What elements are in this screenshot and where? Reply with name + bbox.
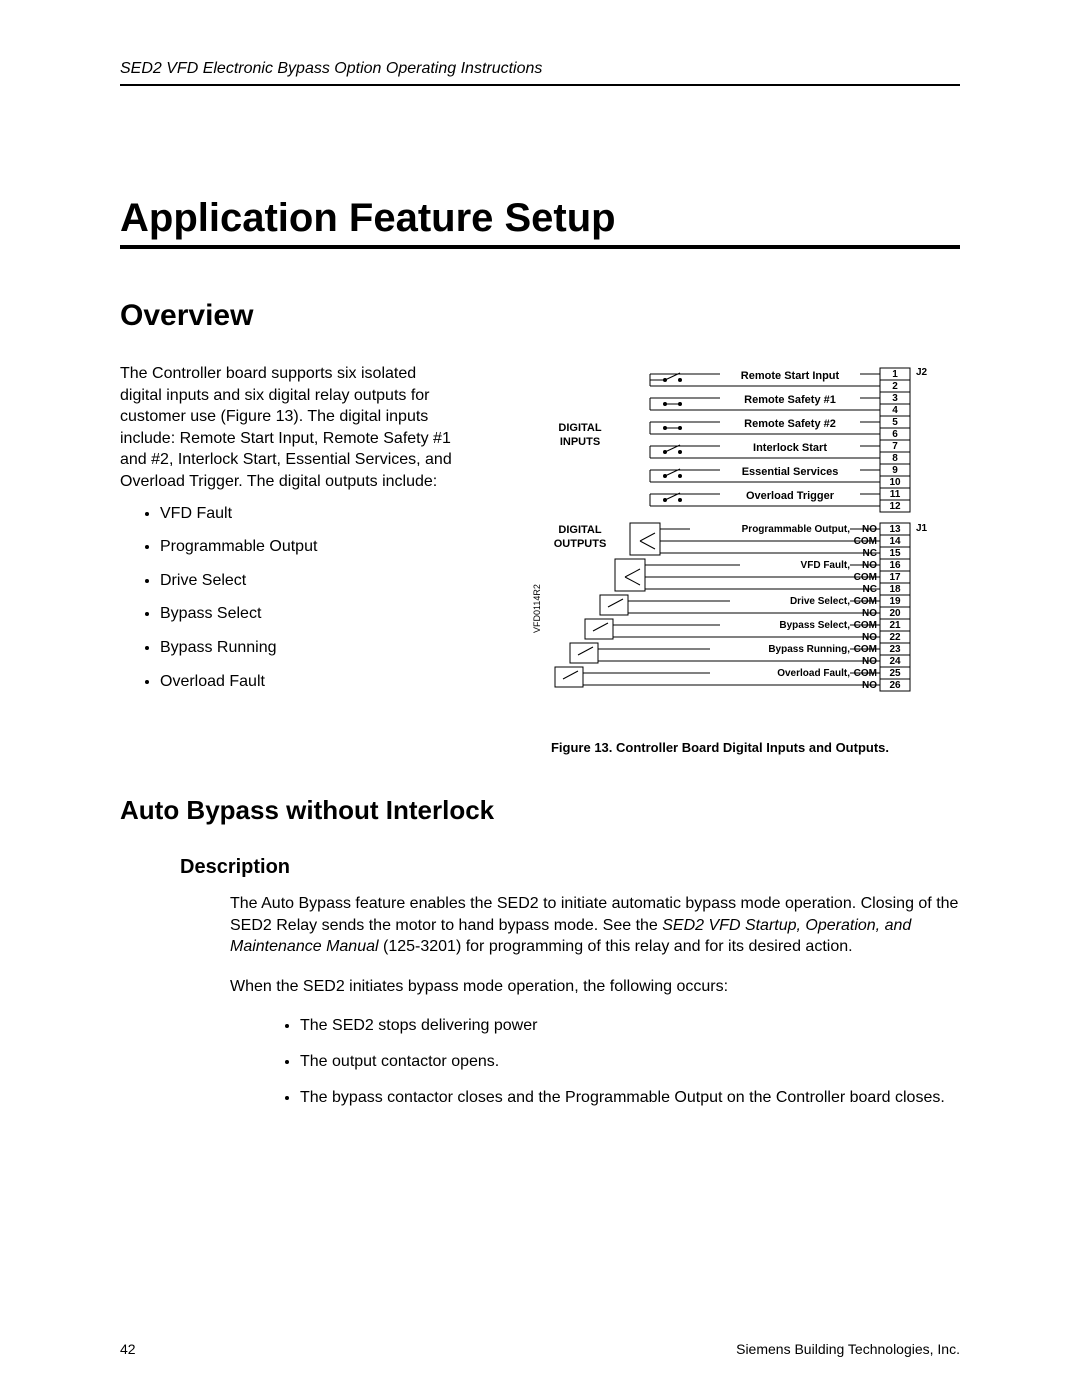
svg-text:Bypass Select,: Bypass Select, <box>779 620 850 631</box>
svg-text:INPUTS: INPUTS <box>560 436 600 448</box>
svg-text:4: 4 <box>892 405 898 416</box>
svg-text:Programmable Output,: Programmable Output, <box>742 524 851 535</box>
svg-text:13: 13 <box>889 524 901 535</box>
svg-text:COM: COM <box>854 536 877 547</box>
svg-text:COM: COM <box>854 668 877 679</box>
list-item: VFD Fault <box>160 503 460 525</box>
svg-text:16: 16 <box>889 560 901 571</box>
figure-caption: Figure 13. Controller Board Digital Inpu… <box>480 740 960 755</box>
svg-text:20: 20 <box>889 608 901 619</box>
svg-text:Interlock Start: Interlock Start <box>753 442 827 454</box>
auto-bypass-para-2: When the SED2 initiates bypass mode oper… <box>230 976 960 998</box>
svg-text:Drive Select,: Drive Select, <box>790 596 850 607</box>
svg-text:VFD0114R2: VFD0114R2 <box>532 584 542 633</box>
svg-text:COM: COM <box>854 644 877 655</box>
list-item: The bypass contactor closes and the Prog… <box>300 1087 960 1109</box>
svg-text:2: 2 <box>892 381 898 392</box>
svg-text:18: 18 <box>889 584 901 595</box>
svg-text:21: 21 <box>889 620 901 631</box>
svg-text:7: 7 <box>892 441 898 452</box>
auto-bypass-para-1: The Auto Bypass feature enables the SED2… <box>230 893 960 958</box>
svg-text:12: 12 <box>889 501 901 512</box>
list-item: The output contactor opens. <box>300 1051 960 1073</box>
svg-text:NO: NO <box>862 680 877 691</box>
page-footer: 42 Siemens Building Technologies, Inc. <box>120 1341 960 1357</box>
svg-text:Overload Trigger: Overload Trigger <box>746 490 835 502</box>
page-number: 42 <box>120 1341 136 1357</box>
svg-text:26: 26 <box>889 680 901 691</box>
list-item: Drive Select <box>160 570 460 592</box>
list-item: Overload Fault <box>160 671 460 693</box>
auto-bypass-heading: Auto Bypass without Interlock <box>120 795 960 826</box>
svg-text:NO: NO <box>862 560 877 571</box>
list-item: Bypass Select <box>160 603 460 625</box>
svg-text:COM: COM <box>854 596 877 607</box>
svg-text:24: 24 <box>889 656 901 667</box>
list-item: Bypass Running <box>160 637 460 659</box>
figure-column: 12 34 56 78 910 1112 1314 1516 1718 1920… <box>480 363 960 755</box>
svg-text:25: 25 <box>889 668 901 679</box>
page-title: Application Feature Setup <box>120 196 960 249</box>
svg-text:10: 10 <box>889 477 901 488</box>
svg-text:DIGITAL: DIGITAL <box>558 524 601 536</box>
svg-text:J2: J2 <box>916 367 928 378</box>
controller-diagram-svg: 12 34 56 78 910 1112 1314 1516 1718 1920… <box>480 363 940 723</box>
svg-text:22: 22 <box>889 632 901 643</box>
svg-text:5: 5 <box>892 417 898 428</box>
overview-paragraph: The Controller board supports six isolat… <box>120 363 460 493</box>
svg-text:6: 6 <box>892 429 898 440</box>
svg-text:Remote Safety #2: Remote Safety #2 <box>744 418 836 430</box>
svg-text:23: 23 <box>889 644 901 655</box>
text-span: (125-3201) for programming of this relay… <box>379 938 853 955</box>
svg-text:DIGITAL: DIGITAL <box>558 422 601 434</box>
svg-text:NO: NO <box>862 656 877 667</box>
svg-text:Bypass Running,: Bypass Running, <box>768 644 850 655</box>
overview-row: The Controller board supports six isolat… <box>120 363 960 755</box>
svg-text:1: 1 <box>892 369 898 380</box>
svg-text:Essential Services: Essential Services <box>742 466 839 478</box>
svg-text:COM: COM <box>854 620 877 631</box>
svg-text:COM: COM <box>854 572 877 583</box>
auto-bypass-bullet-list: The SED2 stops delivering power The outp… <box>230 1015 960 1108</box>
running-header: SED2 VFD Electronic Bypass Option Operat… <box>120 60 960 78</box>
svg-text:17: 17 <box>889 572 901 583</box>
svg-text:8: 8 <box>892 453 898 464</box>
header-rule <box>120 84 960 86</box>
svg-text:15: 15 <box>889 548 901 559</box>
svg-text:11: 11 <box>890 489 901 500</box>
svg-text:Overload Fault,: Overload Fault, <box>777 668 850 679</box>
svg-text:14: 14 <box>889 536 901 547</box>
list-item: Programmable Output <box>160 536 460 558</box>
svg-text:3: 3 <box>892 393 898 404</box>
svg-text:9: 9 <box>892 465 898 476</box>
overview-text-column: The Controller board supports six isolat… <box>120 363 460 755</box>
description-heading: Description <box>180 856 960 879</box>
company-name: Siemens Building Technologies, Inc. <box>736 1341 960 1357</box>
svg-text:J1: J1 <box>916 523 928 534</box>
svg-text:OUTPUTS: OUTPUTS <box>554 538 607 550</box>
list-item: The SED2 stops delivering power <box>300 1015 960 1037</box>
figure-diagram: 12 34 56 78 910 1112 1314 1516 1718 1920… <box>480 363 960 726</box>
svg-text:NO: NO <box>862 608 877 619</box>
overview-bullet-list: VFD Fault Programmable Output Drive Sele… <box>120 503 460 693</box>
svg-text:Remote Start Input: Remote Start Input <box>741 370 840 382</box>
svg-text:VFD Fault,: VFD Fault, <box>801 560 851 571</box>
svg-text:Remote Safety #1: Remote Safety #1 <box>744 394 836 406</box>
svg-text:NO: NO <box>862 632 877 643</box>
svg-text:NO: NO <box>862 524 877 535</box>
svg-text:NC: NC <box>863 548 877 559</box>
description-body: The Auto Bypass feature enables the SED2… <box>230 893 960 1108</box>
svg-text:19: 19 <box>889 596 901 607</box>
overview-heading: Overview <box>120 299 960 333</box>
svg-text:NC: NC <box>863 584 877 595</box>
